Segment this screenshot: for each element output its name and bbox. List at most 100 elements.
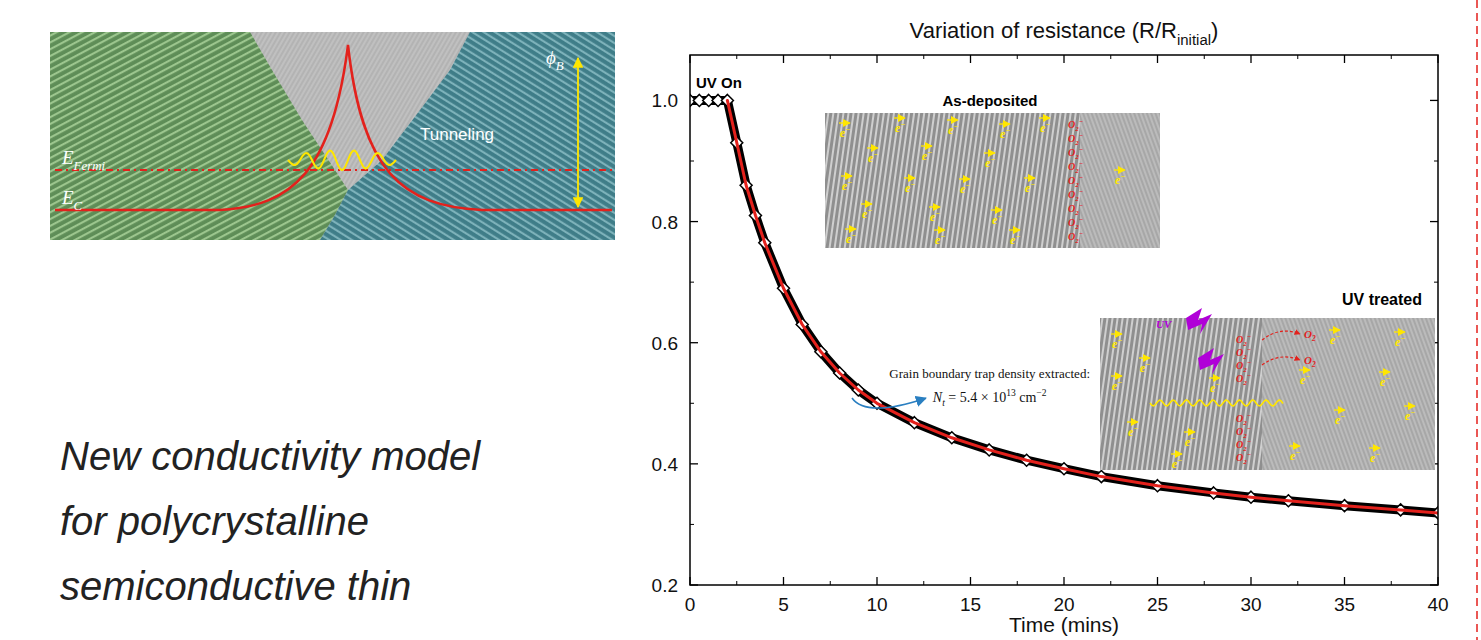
inset-title: UV treated [1342, 291, 1422, 308]
electron-arrow [1329, 329, 1340, 330]
electron-label: e− [1300, 372, 1310, 387]
conduction-label: EC [61, 187, 83, 213]
electron-arrow [1127, 421, 1138, 422]
released-label-part: O [1304, 354, 1312, 366]
x-tick [970, 577, 971, 585]
electron-label: e− [868, 150, 878, 165]
electron-arrow [959, 178, 970, 179]
electron-label-part: − [845, 125, 850, 134]
ion-label-part: − [1247, 412, 1251, 419]
ion-label: O2− [1068, 216, 1083, 230]
x-tick [876, 577, 877, 585]
ion-label-part: 2 [1242, 379, 1247, 386]
uv-on-label: UV On [696, 74, 742, 91]
electron-label: e− [840, 125, 850, 140]
electron-label-part: − [1335, 332, 1340, 341]
conduction-label-part: C [74, 198, 83, 213]
annotation-arrow [852, 398, 926, 408]
electron-label-part: − [1215, 380, 1220, 389]
electron-label: e− [905, 180, 915, 195]
electron-label-part: − [1133, 424, 1138, 433]
ion-label-part: − [1079, 202, 1083, 209]
amorphous-region [50, 32, 615, 240]
chart-title-part: Variation of resistance (R/R [910, 18, 1177, 43]
electron-label: e− [960, 181, 970, 196]
ion-label: O2− [1068, 202, 1083, 216]
uv-bolt [1198, 348, 1224, 374]
fermi-label: EFermi [61, 147, 106, 173]
electron-arrow [921, 145, 932, 146]
electron-label-part: − [873, 150, 878, 159]
ion-label: O2− [1236, 372, 1251, 386]
electron-label-part: − [1145, 360, 1150, 369]
ion-label-part: O [1068, 203, 1075, 214]
ion-label-part: O [1236, 413, 1243, 424]
ion-label-part: O [1068, 231, 1075, 242]
ion-label-part: − [1247, 333, 1251, 340]
electron-arrow [1039, 117, 1050, 118]
electron-arrow [1111, 375, 1122, 376]
annotation-text: Grain boundary trap density extracted: [889, 366, 1090, 381]
ion-label-part: − [1079, 146, 1083, 153]
electron-label-part: − [1295, 448, 1300, 457]
released-label-part: 2 [1311, 334, 1316, 343]
ion-label-part: O [1068, 119, 1075, 130]
electron-label-part: − [851, 231, 856, 240]
x-tick [1063, 577, 1064, 585]
band-diagram: TunnelingEFermiECϕB [50, 32, 615, 240]
electron-arrow [1394, 331, 1405, 332]
inset-image [1100, 318, 1435, 470]
electron-arrow [904, 177, 915, 178]
ion-label: O2− [1068, 174, 1083, 188]
electron-label-part: − [935, 209, 940, 218]
ion-label-part: 2 [1074, 237, 1079, 244]
chart-title-part: initial [1177, 31, 1211, 48]
tunneling-wave [288, 151, 396, 171]
electron-label-part: − [940, 232, 945, 241]
x-tick-label: 35 [1334, 594, 1355, 615]
ion-label-part: − [1247, 451, 1251, 458]
ion-label-part: O [1068, 217, 1075, 228]
x-tick-label: 5 [778, 594, 789, 615]
series-line [727, 100, 1438, 513]
ion-label-part: − [1247, 438, 1251, 445]
x-tick-label: 20 [1053, 594, 1074, 615]
x-tick [783, 55, 784, 63]
electron-arrow [1379, 371, 1390, 372]
ion-label-part: − [1079, 230, 1083, 237]
electron-label-part: − [1385, 374, 1390, 383]
electron-label-part: − [1190, 434, 1195, 443]
caption-line: for polycrystalline [60, 499, 369, 543]
x-tick-label: 0 [685, 594, 696, 615]
x-tick-label: 15 [960, 594, 981, 615]
inset-title: As-deposited [942, 92, 1037, 109]
electron-arrow [934, 229, 945, 230]
electron-arrow [845, 228, 856, 229]
electron-label-part: − [1375, 450, 1380, 459]
electron-label: e− [992, 212, 1002, 227]
electron-label-part: − [1117, 336, 1122, 345]
annotation-formula-part: −2 [1036, 388, 1046, 398]
electron-arrow [1209, 377, 1220, 378]
annotation-formula-part: cm [1016, 390, 1037, 405]
x-tick [1063, 55, 1064, 63]
electron-label: e− [948, 122, 958, 137]
electron-label: e− [1140, 360, 1150, 375]
electron-arrow [1009, 229, 1020, 230]
x-tick [783, 577, 784, 585]
release-arrow [1262, 357, 1300, 365]
electron-label: e− [930, 209, 940, 224]
electron-label-part: − [1410, 408, 1415, 417]
electron-label: e− [1112, 336, 1122, 351]
chart-title: Variation of resistance (R/Rinitial) [910, 18, 1219, 48]
uv-bolt [1186, 308, 1212, 334]
x-tick-label: 30 [1240, 594, 1261, 615]
electron-arrow [861, 203, 872, 204]
electron-label: e− [1395, 334, 1405, 349]
electron-arrow [1114, 169, 1125, 170]
annotation-formula-part: = 5.4 × 10 [945, 390, 1006, 405]
ion-label-part: O [1236, 452, 1243, 463]
barrier-label: ϕB [546, 47, 564, 73]
ion-label-part: O [1068, 175, 1075, 186]
electron-label: e− [1115, 172, 1125, 187]
